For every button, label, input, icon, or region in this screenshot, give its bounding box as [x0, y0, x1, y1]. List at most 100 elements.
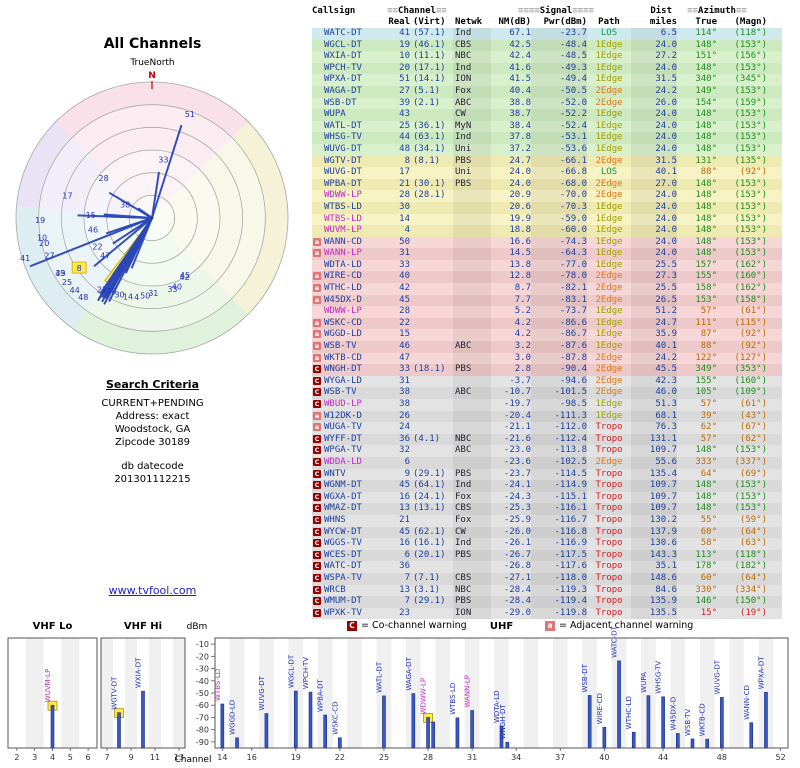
radar-plot: 28 38 17 15 46 41 22 8 47 19 10 20 27 39 43 25 44 48 21 28 3… — [2, 68, 302, 368]
cell-noise-margin: 38.8 — [509, 97, 531, 108]
cell-distance: 135.5 — [631, 607, 677, 620]
cell-virtual-channel — [410, 399, 453, 411]
header-signal-group: ≡≡≡≡Signal≡≡≡≡ — [518, 6, 594, 16]
radar-spoke — [112, 217, 153, 245]
cell-warning — [312, 190, 324, 202]
cell-noise-margin: -26.0 — [503, 526, 531, 537]
radar-channel-label: 19 — [35, 216, 45, 225]
cell-distance: 135.4 — [631, 468, 677, 481]
cell-power: -87.8 — [531, 352, 587, 365]
cell-real-channel: 26 — [399, 410, 410, 421]
channel-tick-label: 6 — [86, 753, 91, 762]
table-body: WATC-DT 41 (57.1) Ind 67.1 -23.7 LOS 6.5 114° (11… — [312, 28, 782, 620]
cell-azimuth-true: 158° — [695, 283, 717, 294]
cell-azimuth-true: 148° — [695, 143, 717, 154]
cell-real-channel: 38 — [399, 387, 410, 398]
criteria-line: Zipcode 30189 — [114, 437, 191, 448]
cell-path: 1Edge — [595, 74, 623, 85]
cell-network — [453, 561, 491, 573]
cell-network: CBS — [453, 572, 491, 585]
cell-network: PBS — [453, 596, 491, 608]
cell-path: 1Edge — [595, 120, 623, 131]
cell-real-channel: 51 — [399, 74, 410, 85]
cell-warning — [312, 63, 324, 75]
table-row: a WGGD-LD 15 4.2 -86.7 1Edge 35.9 87° (92°) — [312, 329, 782, 342]
cell-distance: 35.9 — [631, 329, 677, 342]
cell-callsign: WDWW-LP — [324, 306, 362, 317]
cell-path: Tropo — [595, 538, 623, 549]
cell-virtual-channel: (29.1) — [413, 596, 446, 607]
cell-virtual-channel — [410, 271, 453, 283]
cell-path: 2Edge — [595, 271, 623, 282]
cell-distance: 6.5 — [631, 28, 677, 40]
cell-power: -70.3 — [531, 201, 587, 214]
cell-azimuth-magnetic: (153°) — [734, 503, 767, 514]
tvfool-link[interactable]: www.tvfool.com — [108, 584, 197, 597]
search-criteria-heading: Search Criteria — [105, 378, 200, 391]
cell-azimuth-true: 148° — [695, 132, 717, 143]
table-row: C WRCB 13 (3.1) NBC -28.4 -119.3 Tropo 84.6 330° (… — [312, 584, 782, 597]
cell-distance: 84.6 — [631, 584, 677, 597]
cell-power: -59.0 — [531, 213, 587, 226]
cell-noise-margin: -28.4 — [503, 584, 531, 595]
cell-virtual-channel: (36.1) — [413, 120, 446, 131]
channel-tick-label: 48 — [717, 753, 727, 762]
cell-power: -118.0 — [531, 572, 587, 585]
cell-azimuth-magnetic: (345°) — [734, 74, 767, 85]
cell-azimuth-true: 64° — [700, 468, 717, 479]
cell-real-channel: 40 — [399, 271, 410, 282]
channel-band — [25, 638, 44, 748]
cell-noise-margin: 37.8 — [509, 132, 531, 143]
cell-virtual-channel — [410, 376, 453, 388]
cell-azimuth-true: 111° — [695, 317, 717, 328]
cell-azimuth-magnetic: (160°) — [734, 375, 767, 386]
cell-virtual-channel: (11.1) — [413, 51, 446, 62]
cell-azimuth-true: 148° — [695, 225, 717, 236]
adjacent-warning-icon: a — [313, 353, 321, 362]
table-row: WSB-DT 39 (2.1) ABC 38.8 -52.0 2Edge 26.0 154° (1… — [312, 97, 782, 110]
cell-azimuth-magnetic: (92°) — [739, 167, 767, 178]
cell-callsign: WGNM-DT — [324, 480, 362, 491]
adjacent-warning-icon: a — [313, 330, 321, 339]
signal-bar — [141, 690, 145, 749]
station-label: WUVG-DT — [258, 675, 266, 710]
cell-distance: 51.2 — [631, 306, 677, 318]
radar-channel-label: 42 — [180, 273, 190, 282]
header-netwk: Netwk — [455, 17, 483, 27]
cell-path: 1Edge — [595, 213, 623, 224]
radar-spoke — [137, 207, 153, 219]
channel-band — [149, 638, 161, 748]
channel-tick-label: 11 — [150, 753, 160, 762]
cell-warning — [312, 306, 324, 318]
cell-real-channel: 19 — [399, 39, 410, 50]
cell-virtual-channel: (3.1) — [413, 584, 441, 595]
cell-noise-margin: 42.4 — [509, 51, 531, 62]
cell-path: Tropo — [595, 584, 623, 595]
table-row: a WANN-CD 50 16.6 -74.3 1Edge 24.0 148° (153°) — [312, 236, 782, 249]
cell-callsign: WGCL-DT — [324, 39, 362, 50]
channel-band — [125, 638, 137, 748]
cell-virtual-channel — [410, 387, 453, 399]
cell-path: Tropo — [595, 503, 623, 514]
cell-callsign: WATC-DT — [324, 561, 362, 572]
cell-azimuth-magnetic: (43°) — [739, 410, 767, 421]
cell-noise-margin: 24.0 — [509, 167, 531, 178]
cell-azimuth-true: 148° — [695, 190, 717, 201]
signal-bar — [382, 695, 386, 749]
table-row: WDTA-LD 33 13.8 -77.0 1Edge 25.5 157° (162°) — [312, 259, 782, 272]
cell-real-channel: 28 — [399, 190, 410, 201]
cell-callsign: WGGD-LD — [324, 329, 362, 340]
cell-callsign: WMUM-DT — [324, 596, 362, 607]
cell-network — [453, 201, 491, 214]
cell-callsign: WANN-CD — [324, 236, 362, 247]
cell-path: 2Edge — [595, 387, 623, 398]
cell-network — [453, 259, 491, 272]
cell-network: MyN — [453, 120, 491, 133]
station-label: WGTV-DT — [111, 676, 119, 710]
cell-path: 1Edge — [595, 317, 623, 328]
cell-warning: C — [312, 573, 324, 585]
cell-virtual-channel: (24.1) — [413, 491, 446, 502]
cell-azimuth-magnetic: (153°) — [734, 213, 767, 224]
radar-spoke — [93, 217, 153, 268]
cell-network: ION — [453, 74, 491, 86]
